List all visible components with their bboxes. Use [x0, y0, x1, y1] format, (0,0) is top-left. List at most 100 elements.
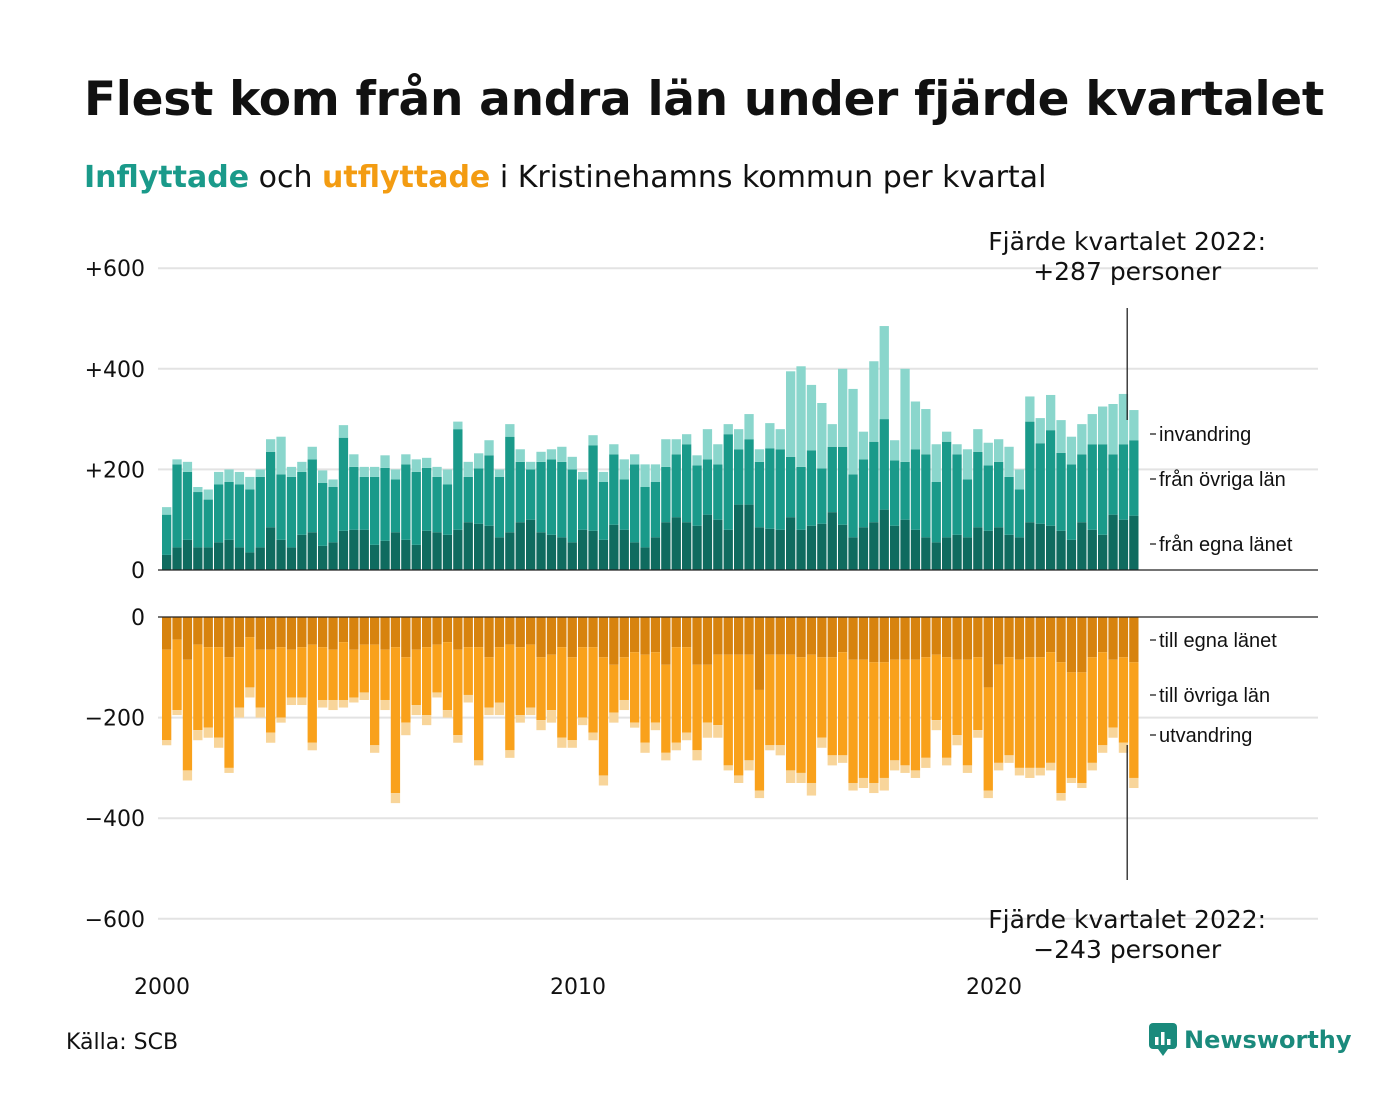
bar-segment-in	[702, 429, 713, 460]
bar-segment-out	[817, 737, 827, 748]
bar-segment-out	[900, 659, 910, 766]
bar-segment-out	[952, 617, 962, 660]
bar-segment-in	[713, 519, 723, 570]
series-labels: Fjärde kvartalet 2022:+287 personerFjärd…	[988, 227, 1293, 964]
bar-segment-in	[578, 529, 588, 570]
bar-segment-out	[172, 617, 182, 640]
brand-logo[interactable]: Newsworthy	[1148, 1022, 1352, 1058]
bar-segment-out	[484, 707, 494, 716]
bar-segment-in	[890, 460, 900, 526]
bar-segment-in	[1087, 414, 1097, 445]
bar-segment-in	[900, 461, 910, 520]
bar-segment-in	[338, 530, 349, 570]
bar-segment-in	[286, 476, 297, 548]
bar-segment-out	[276, 617, 286, 648]
bar-segment-in	[890, 525, 900, 570]
bar-segment-out	[1046, 652, 1056, 763]
bar-segment-in	[1046, 525, 1056, 570]
bar-segment-out	[297, 647, 307, 698]
bar-segment-out	[567, 617, 577, 658]
bar-segment-out	[879, 777, 889, 791]
bar-segment-out	[546, 710, 557, 723]
bar-segment-out	[1066, 777, 1077, 783]
bar-segment-out	[162, 740, 172, 746]
bar-segment-out	[338, 699, 349, 708]
bar-segment-out	[245, 637, 255, 688]
bar-segment-in	[224, 539, 234, 570]
bar-segment-out	[307, 644, 317, 743]
bar-segment-out	[786, 770, 796, 783]
y-tick-label-bottom: 0	[131, 606, 145, 631]
bar-segment-out	[869, 617, 879, 663]
bar-segment-out	[744, 654, 754, 761]
bar-segment-in	[578, 471, 588, 480]
bar-segment-in	[734, 429, 744, 450]
bar-segment-in	[1035, 523, 1045, 570]
bar-segment-in	[515, 449, 525, 462]
bar-segment-in	[453, 529, 463, 570]
bar-segment-in	[474, 523, 484, 570]
bar-segment-out	[546, 617, 557, 655]
bar-segment-out	[515, 647, 525, 716]
bar-segment-out	[338, 642, 349, 700]
bar-segment-in	[422, 457, 432, 468]
source-note: Källa: SCB	[66, 1030, 179, 1055]
bar-segment-in	[962, 449, 973, 480]
bar-segment-out	[1035, 657, 1045, 768]
bar-segment-in	[838, 524, 848, 570]
bar-segment-out	[910, 617, 921, 660]
bar-segment-out	[619, 617, 629, 658]
bar-segment-in	[359, 476, 369, 530]
bar-segment-out	[598, 657, 609, 776]
bar-segment-in	[1046, 394, 1056, 431]
bar-segment-in	[401, 539, 411, 570]
bar-segment-in	[505, 532, 515, 570]
bar-segment-out	[765, 654, 775, 746]
bar-segment-out	[1014, 767, 1025, 776]
bar-segment-in	[307, 532, 317, 570]
bar-segment-in	[702, 514, 713, 570]
bar-segment-in	[754, 527, 765, 570]
bar-segment-out	[234, 707, 245, 718]
bar-segment-in	[640, 547, 650, 570]
bar-segment-in	[858, 459, 869, 528]
series-label-bottom: till egna länet	[1159, 630, 1277, 652]
bar-segment-in	[786, 517, 796, 570]
bar-segment-out	[266, 732, 276, 743]
bar-segment-out	[671, 742, 681, 751]
subtitle-rest: i Kristinehamns kommun per kvartal	[499, 160, 1047, 195]
bar-segment-in	[411, 459, 421, 472]
bar-segment-in	[338, 437, 349, 531]
bar-segment-out	[1087, 617, 1097, 658]
bar-segment-in	[827, 446, 837, 513]
bar-segment-in	[775, 449, 785, 530]
bar-segment-out	[526, 707, 536, 716]
bar-segment-out	[879, 662, 889, 778]
bar-segment-out	[682, 617, 692, 648]
bar-segment-out	[973, 617, 983, 658]
bar-segment-out	[224, 767, 234, 773]
bar-segment-out	[900, 765, 910, 773]
bar-segment-out	[359, 692, 369, 700]
bar-segment-in	[276, 474, 286, 540]
bar-segment-in	[942, 441, 952, 538]
bar-segment-in	[692, 525, 702, 570]
bar-segment-in	[494, 537, 505, 570]
bar-segment-in	[786, 371, 796, 457]
bar-segment-out	[162, 617, 172, 650]
bar-segment-out	[432, 617, 442, 645]
bar-segment-out	[983, 790, 993, 799]
bar-segment-out	[806, 617, 817, 655]
bar-segment-out	[390, 793, 401, 804]
bar-segment-out	[942, 617, 952, 658]
bar-segment-out	[422, 715, 432, 726]
bar-segment-in	[1098, 406, 1108, 445]
bar-segment-out	[952, 735, 962, 746]
bar-segment-out	[983, 617, 993, 688]
bar-segment-in	[682, 444, 692, 523]
bar-segment-in	[193, 547, 203, 570]
bar-segment-in	[796, 529, 806, 570]
bar-segment-in	[307, 459, 317, 533]
bar-segment-out	[713, 725, 723, 738]
